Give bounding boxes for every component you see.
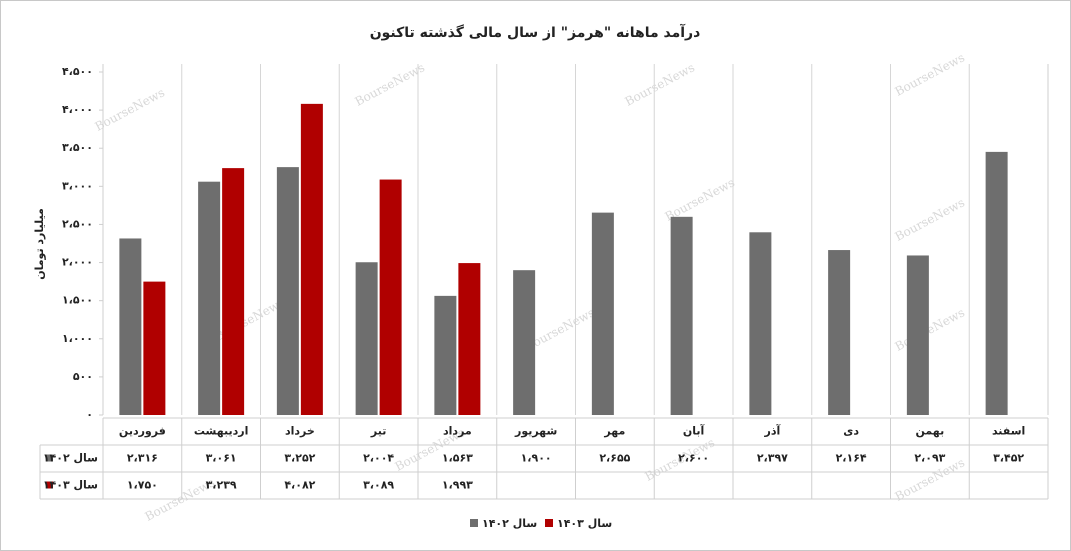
y-tick-label: ۱،۰۰۰ — [62, 332, 93, 345]
category-label: بهمن — [916, 425, 945, 438]
bar — [143, 281, 166, 415]
table-value: ۲،۰۹۳ — [914, 452, 945, 465]
y-tick-label: ۱،۵۰۰ — [62, 294, 93, 307]
table-value: ۱،۹۹۳ — [442, 479, 473, 492]
bar — [985, 151, 1008, 415]
chart-title: درآمد ماهانه "هرمز" از سال مالی گذشته تا… — [370, 23, 701, 41]
y-axis-label: میلیارد تومان — [33, 208, 46, 280]
bar — [119, 238, 142, 415]
bar — [198, 181, 221, 415]
category-label: آذر — [764, 424, 781, 438]
bar — [670, 216, 693, 415]
y-tick-label: ۲،۰۰۰ — [62, 256, 93, 269]
y-tick-label: ۴،۰۰۰ — [62, 103, 93, 116]
bar — [276, 167, 299, 415]
category-label: دی — [843, 425, 859, 438]
bar — [513, 270, 536, 415]
legend-key — [46, 454, 53, 462]
legend-key — [545, 519, 553, 527]
table-value: ۱،۹۰۰ — [521, 452, 552, 465]
y-tick-label: ۴،۵۰۰ — [62, 65, 93, 78]
legend-key — [46, 481, 53, 489]
series-label: سال ۱۴۰۲ — [43, 452, 98, 465]
category-label: آبان — [683, 424, 705, 438]
table-value: ۴،۰۸۲ — [284, 479, 315, 492]
y-tick-label: ۳،۵۰۰ — [62, 141, 93, 154]
legend-label: سال ۱۴۰۲ — [482, 517, 537, 530]
table-value: ۳،۲۳۹ — [206, 479, 237, 492]
category-label: اردیبهشت — [194, 425, 248, 438]
y-tick-label: ۰ — [86, 408, 93, 421]
series-label: سال ۱۴۰۳ — [43, 479, 98, 492]
category-label: فروردین — [119, 425, 166, 438]
bar — [906, 255, 929, 415]
y-tick-label: ۵۰۰ — [73, 370, 93, 383]
y-tick-label: ۲،۵۰۰ — [62, 217, 93, 230]
table-value: ۲،۶۰۰ — [678, 452, 709, 465]
bar — [355, 262, 378, 415]
bar — [828, 250, 851, 415]
category-label: مرداد — [443, 425, 472, 438]
bar — [222, 168, 245, 415]
table-value: ۲،۳۱۶ — [127, 452, 158, 465]
table-value: ۲،۱۶۴ — [836, 452, 867, 465]
table-value: ۳،۰۶۱ — [206, 452, 237, 465]
legend-label: سال ۱۴۰۳ — [557, 517, 612, 530]
bar — [379, 179, 402, 415]
table-value: ۲،۰۰۴ — [363, 452, 394, 465]
category-label: مهر — [603, 425, 625, 438]
y-tick-label: ۳،۰۰۰ — [62, 179, 93, 192]
table-value: ۲،۶۵۵ — [599, 452, 630, 465]
bar — [300, 103, 323, 415]
legend-key — [470, 519, 478, 527]
table-value: ۳،۰۸۹ — [363, 479, 394, 492]
category-label: اسفند — [992, 425, 1025, 438]
category-label: شهریور — [514, 425, 557, 438]
table-value: ۱،۵۶۳ — [442, 452, 473, 465]
table-value: ۱،۷۵۰ — [127, 479, 158, 492]
category-label: خرداد — [285, 425, 315, 438]
table-value: ۲،۳۹۷ — [757, 452, 788, 465]
table-value: ۳،۴۵۲ — [993, 452, 1024, 465]
category-label: تیر — [370, 425, 386, 438]
bar — [749, 232, 772, 415]
bar — [458, 263, 481, 415]
table-value: ۳،۲۵۲ — [284, 452, 315, 465]
bar — [591, 212, 614, 415]
bar — [434, 295, 457, 415]
